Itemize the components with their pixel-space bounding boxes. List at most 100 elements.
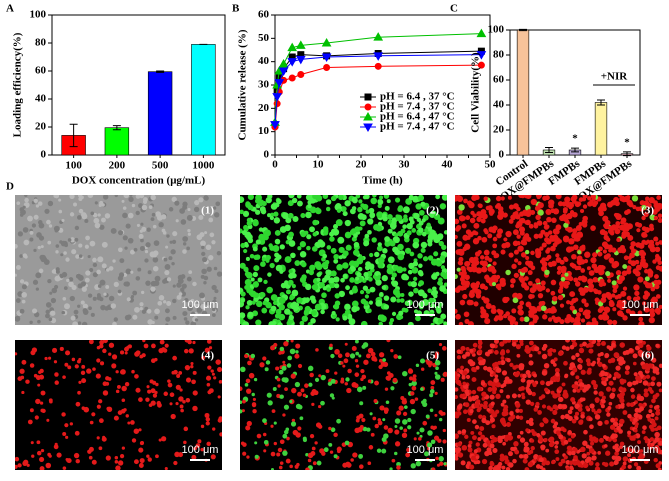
cell — [564, 440, 569, 445]
cell — [606, 237, 610, 241]
cell — [612, 307, 616, 311]
cell — [164, 392, 168, 396]
cell — [334, 283, 339, 288]
cell — [190, 365, 193, 368]
cell — [106, 455, 111, 460]
cell — [367, 461, 371, 465]
cell — [242, 452, 246, 456]
cell — [483, 443, 488, 448]
cell — [118, 247, 123, 252]
cell — [101, 218, 106, 223]
cell — [600, 229, 606, 235]
marker — [324, 65, 330, 71]
cell — [547, 255, 552, 260]
cell — [100, 305, 105, 310]
cell — [148, 457, 152, 461]
cell — [398, 205, 403, 210]
cell — [343, 211, 348, 216]
cell — [49, 400, 53, 404]
cell — [336, 264, 343, 271]
cell — [363, 272, 368, 277]
cell — [413, 213, 419, 219]
cell — [642, 262, 648, 268]
cell — [530, 402, 534, 406]
cell — [22, 300, 26, 304]
cell — [168, 383, 173, 388]
cell — [492, 275, 497, 280]
cell — [315, 378, 319, 382]
marker — [298, 72, 304, 78]
cell — [556, 257, 562, 263]
cell — [153, 266, 159, 272]
cell — [385, 387, 388, 390]
cell — [558, 351, 563, 356]
scale-bar-label: 100 μm — [182, 444, 219, 456]
cell — [467, 447, 472, 452]
cell — [648, 409, 652, 413]
cell — [362, 375, 367, 380]
cell — [613, 197, 619, 203]
cell — [524, 233, 529, 238]
cell — [533, 373, 537, 377]
cell — [410, 391, 414, 395]
cell — [525, 260, 530, 265]
cell — [91, 313, 95, 317]
cell — [388, 229, 393, 234]
cell — [494, 362, 498, 366]
cell — [435, 457, 439, 461]
annotation: +NIR — [601, 71, 628, 83]
cell — [315, 304, 322, 311]
cell — [607, 345, 611, 349]
cell — [427, 238, 433, 244]
cell — [146, 385, 149, 388]
image-label: (4) — [201, 350, 214, 362]
cell — [307, 200, 311, 204]
cell — [334, 371, 337, 374]
cell — [14, 316, 20, 322]
cell — [623, 222, 629, 228]
cell — [309, 373, 313, 377]
cell — [106, 268, 110, 272]
cell — [579, 359, 583, 363]
y-axis-label: Loading efficiency(%) — [12, 32, 24, 137]
cell — [616, 426, 621, 431]
cell — [517, 305, 523, 311]
cell — [623, 286, 627, 290]
cell — [462, 429, 467, 434]
cell — [137, 268, 141, 272]
cell — [213, 376, 216, 379]
image-label: (3) — [641, 205, 654, 217]
cell — [484, 318, 490, 324]
cell — [284, 308, 290, 314]
cell — [241, 291, 246, 296]
cell — [99, 297, 103, 301]
cell — [610, 425, 615, 430]
cell — [645, 282, 651, 288]
cell — [519, 454, 523, 458]
cell — [589, 448, 594, 453]
cell — [659, 389, 663, 393]
cell — [75, 364, 79, 368]
cell — [152, 321, 155, 324]
cell — [352, 206, 357, 211]
cell — [31, 455, 34, 458]
cell — [280, 347, 284, 351]
cell — [349, 262, 353, 266]
cell — [632, 195, 638, 201]
cell — [413, 261, 418, 266]
cell — [652, 259, 656, 263]
cell — [97, 436, 100, 439]
cell — [480, 283, 486, 289]
cell — [14, 352, 17, 355]
cell — [92, 367, 96, 371]
cell — [483, 313, 489, 319]
cell — [583, 204, 587, 208]
y-tick-label: 20 — [258, 102, 270, 114]
cell — [528, 312, 534, 318]
cell — [643, 380, 648, 385]
cell — [132, 204, 135, 207]
cell — [577, 202, 581, 206]
cell — [455, 314, 461, 320]
cell — [146, 455, 149, 458]
cell — [172, 299, 176, 303]
